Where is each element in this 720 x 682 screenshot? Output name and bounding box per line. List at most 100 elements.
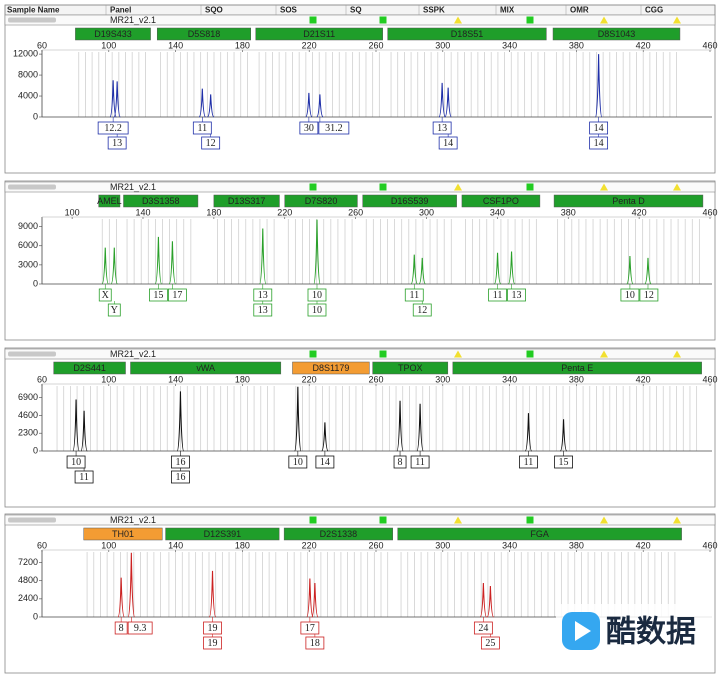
status-warning <box>600 183 608 191</box>
x-tick-label: 380 <box>569 374 584 384</box>
peak <box>207 94 215 118</box>
panel-name: MR21_v2.1 <box>110 15 156 25</box>
allele-box <box>66 455 86 469</box>
x-tick-label: 100 <box>101 40 116 50</box>
allele-label: 24 <box>478 623 488 634</box>
peak <box>321 422 329 452</box>
peak <box>294 386 302 452</box>
allele-label: 10 <box>71 457 81 468</box>
x-tick-label: 460 <box>702 374 717 384</box>
allele-box <box>307 303 327 317</box>
locus-bar <box>292 361 370 375</box>
peak <box>418 257 426 285</box>
status-warning <box>673 516 681 524</box>
x-tick-label: 420 <box>632 207 647 217</box>
column-title: OMR <box>570 6 589 15</box>
locus-bar <box>372 361 449 375</box>
peak <box>313 219 321 285</box>
y-tick-label: 0 <box>33 111 38 121</box>
x-tick-label: 60 <box>37 40 47 50</box>
allele-label: 14 <box>320 457 330 468</box>
allele-label: 9.3 <box>134 623 147 634</box>
allele-label: 18 <box>310 638 320 649</box>
x-tick-label: 300 <box>435 374 450 384</box>
x-tick-label: 460 <box>702 40 717 50</box>
locus-name: FGA <box>530 529 549 539</box>
allele-label: X <box>102 290 110 301</box>
allele-label: 10 <box>625 290 635 301</box>
panel-frame <box>4 513 716 674</box>
status-green <box>526 516 534 524</box>
status-warning <box>673 16 681 24</box>
x-tick-label: 340 <box>502 374 517 384</box>
peak <box>559 419 568 452</box>
panel-name: MR21_v2.1 <box>110 515 156 525</box>
allele-box <box>554 455 573 469</box>
y-tick-label: 7200 <box>18 557 38 567</box>
x-tick-label: 180 <box>206 207 221 217</box>
x-tick-label: 420 <box>636 540 651 550</box>
status-green <box>526 16 534 24</box>
allele-label: 15 <box>153 290 163 301</box>
allele-label: Y <box>111 305 118 316</box>
peak <box>198 88 207 118</box>
x-tick-label: 220 <box>277 207 292 217</box>
sample-name-blur <box>8 184 56 190</box>
locus-bar <box>123 194 199 208</box>
allele-label: 19 <box>208 638 218 649</box>
x-tick-label: 380 <box>569 40 584 50</box>
status-green <box>379 16 387 24</box>
allele-box <box>410 455 430 469</box>
allele-box <box>74 470 94 484</box>
status-green <box>309 350 317 358</box>
watermark: 酷数据 <box>606 615 696 650</box>
column-title: CGG <box>645 6 663 15</box>
peak <box>110 247 119 285</box>
locus-bar <box>552 27 681 41</box>
status-warning <box>454 516 462 524</box>
status-warning <box>600 350 608 358</box>
locus-name: D13S317 <box>228 196 266 206</box>
locus-bar <box>156 27 251 41</box>
allele-box <box>203 636 222 650</box>
peak <box>479 582 488 618</box>
allele-box <box>473 621 493 635</box>
allele-box <box>98 288 112 302</box>
sample-name-blur <box>8 517 56 523</box>
allele-box <box>404 288 424 302</box>
x-tick-label: 340 <box>502 40 517 50</box>
x-tick-label: 100 <box>65 207 80 217</box>
y-tick-label: 2300 <box>18 428 38 438</box>
status-warning <box>600 16 608 24</box>
y-tick-label: 3000 <box>18 259 38 269</box>
x-tick-label: 260 <box>348 207 363 217</box>
status-warning <box>454 350 462 358</box>
locus-bar <box>213 194 280 208</box>
locus-name: D8S1179 <box>312 363 349 373</box>
peak <box>438 82 446 118</box>
allele-label: 12 <box>417 305 427 316</box>
locus-bar <box>255 27 383 41</box>
peak <box>176 391 185 452</box>
peak <box>72 399 80 452</box>
panel-name: MR21_v2.1 <box>110 182 156 192</box>
x-tick-label: 420 <box>636 40 651 50</box>
x-tick-label: 220 <box>302 40 317 50</box>
x-tick-label: 460 <box>702 540 717 550</box>
status-green <box>309 16 317 24</box>
x-tick-label: 180 <box>235 374 250 384</box>
allele-label: 11 <box>415 457 425 468</box>
x-tick-label: 260 <box>368 40 383 50</box>
allele-label: 12 <box>644 290 654 301</box>
locus-bar <box>165 527 280 541</box>
allele-box <box>288 455 308 469</box>
locus-bar <box>397 527 682 541</box>
peak <box>507 251 516 285</box>
column-title: MIX <box>500 6 515 15</box>
allele-label: 15 <box>559 457 569 468</box>
allele-label: 25 <box>485 638 495 649</box>
x-tick-label: 180 <box>235 540 250 550</box>
peak <box>208 570 217 618</box>
locus-name: CSF1PO <box>483 196 519 206</box>
